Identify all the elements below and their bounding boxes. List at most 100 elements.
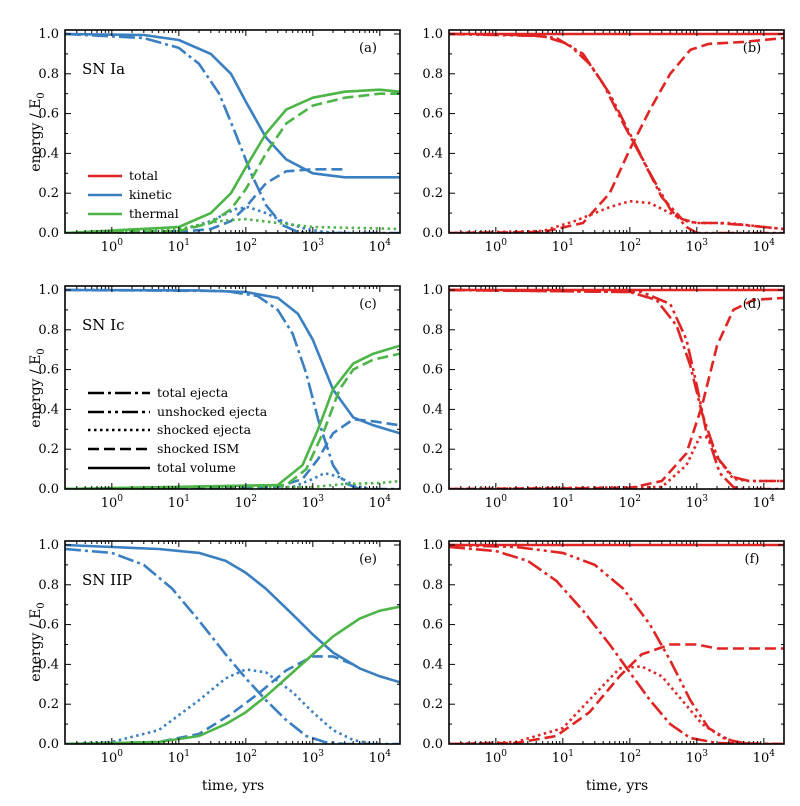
y-axis-title-row-3: energy / E0 bbox=[28, 602, 47, 681]
legend-label-kinetic: kinetic bbox=[129, 187, 172, 202]
x-tick-label: 100 bbox=[101, 494, 124, 511]
series-thermal-total-volume bbox=[65, 88, 400, 233]
series-kinetic-total-volume bbox=[65, 32, 400, 179]
panel-f: 100 101 102 103 104 0.0 0.2 0.4 0.6 0.8 1.0 (f) bbox=[422, 538, 785, 766]
x-tick-label: 104 bbox=[369, 238, 392, 255]
ylabel-main: energy / E bbox=[28, 609, 44, 682]
y-tick-label: 0.4 bbox=[38, 146, 59, 161]
axes-frame bbox=[64, 540, 401, 745]
x-tick-label: 103 bbox=[302, 238, 325, 255]
series-thermal-total-volume bbox=[65, 344, 400, 489]
x-tick-label: 104 bbox=[753, 238, 776, 255]
y-tick-label: 1.0 bbox=[38, 283, 59, 298]
series-total-shocked-ism bbox=[449, 36, 784, 233]
panel-a: 100 101 102 103 104 0.0 0.2 0.4 0.6 0.8 1.0 (a) SN I… bbox=[38, 27, 401, 255]
panel-letter: (b) bbox=[743, 41, 761, 56]
y-tick-label: 0.8 bbox=[422, 578, 443, 593]
series-total-total-ejecta bbox=[449, 288, 784, 483]
series-total-shocked-ejecta bbox=[449, 199, 784, 233]
ylabel-main: energy / E bbox=[28, 355, 44, 428]
y-axis-title-row-2: energy / E0 bbox=[28, 348, 47, 427]
series-total-shocked-ejecta bbox=[449, 665, 745, 744]
series-total-unshocked-ejecta bbox=[449, 32, 784, 233]
y-tick-label: 0.2 bbox=[38, 697, 59, 712]
series-kinetic-shocked-ejecta bbox=[65, 205, 345, 233]
x-tick-label: 103 bbox=[302, 749, 325, 766]
series-kinetic-shocked-ejecta bbox=[65, 668, 374, 744]
svg-text:energy / E0: energy / E0 bbox=[28, 92, 47, 171]
y-tick-label: 0.8 bbox=[422, 67, 443, 82]
panel-d: 100 101 102 103 104 0.0 0.2 0.4 0.6 0.8 1.0 (d) bbox=[422, 283, 785, 511]
x-tick-label: 101 bbox=[168, 494, 190, 511]
legend-label-thermal: thermal bbox=[129, 206, 179, 221]
series-total-shocked-ejecta bbox=[449, 436, 784, 489]
ylabel-sub: 0 bbox=[36, 348, 47, 354]
x-axis-title-left: time, yrs bbox=[202, 778, 264, 794]
y-tick-label: 0.0 bbox=[422, 226, 443, 241]
x-tick-label: 103 bbox=[686, 494, 709, 511]
y-tick-label: 0.4 bbox=[38, 657, 59, 672]
legend-label-total-ejecta: total ejecta bbox=[157, 385, 229, 400]
y-tick-label: 1.0 bbox=[422, 538, 443, 553]
y-tick-label: 0.6 bbox=[38, 107, 59, 122]
y-tick-label: 0.6 bbox=[38, 363, 59, 378]
series-group bbox=[65, 288, 400, 489]
ylabel-sub: 0 bbox=[36, 92, 47, 98]
series-kinetic-total-ejecta bbox=[65, 547, 400, 744]
x-tick-label: 101 bbox=[552, 749, 574, 766]
x-tick-label: 102 bbox=[619, 494, 641, 511]
panel-letter: (a) bbox=[359, 41, 377, 56]
series-thermal-shocked-ism bbox=[65, 352, 400, 489]
x-tick-label: 102 bbox=[235, 238, 257, 255]
x-tick-label: 100 bbox=[101, 238, 124, 255]
panel-letter: (f) bbox=[745, 552, 760, 567]
axes-frame bbox=[448, 540, 785, 745]
legend-energy: total kinetic thermal bbox=[88, 168, 179, 221]
series-total-total-ejecta bbox=[449, 545, 784, 744]
x-tick-label: 102 bbox=[619, 749, 641, 766]
legend-label-shocked-ejecta: shocked ejecta bbox=[157, 422, 252, 437]
panel-letter: (e) bbox=[359, 552, 377, 567]
x-tick-label: 102 bbox=[235, 494, 257, 511]
series-thermal-total-volume bbox=[65, 605, 400, 744]
panel-b: 100 101 102 103 104 0.0 0.2 0.4 0.6 0.8 1.0 (b) bbox=[422, 27, 785, 255]
y-tick-label: 1.0 bbox=[422, 283, 443, 298]
y-tick-label: 0.2 bbox=[38, 442, 59, 457]
y-tick-label: 0.2 bbox=[422, 442, 443, 457]
series-group bbox=[449, 288, 784, 489]
y-tick-label: 1.0 bbox=[38, 538, 59, 553]
ylabel-main: energy / E bbox=[28, 99, 44, 172]
x-tick-label: 101 bbox=[552, 238, 574, 255]
y-tick-label: 1.0 bbox=[422, 27, 443, 42]
svg-text:energy / E0: energy / E0 bbox=[28, 602, 47, 681]
panels: 100 101 102 103 104 0.0 0.2 0.4 0.6 0.8 1.0 (a) SN I… bbox=[38, 27, 785, 766]
y-tick-label: 0.2 bbox=[38, 186, 59, 201]
legend-label-unshocked-ejecta: unshocked ejecta bbox=[157, 404, 268, 419]
y-tick-label: 0.6 bbox=[422, 107, 443, 122]
axes-frame bbox=[448, 285, 785, 490]
series-total-shocked-ism bbox=[449, 643, 784, 744]
x-tick-label: 104 bbox=[753, 749, 776, 766]
svg-text:energy / E0: energy / E0 bbox=[28, 348, 47, 427]
x-tick-label: 103 bbox=[686, 749, 709, 766]
x-tick-label: 102 bbox=[619, 238, 641, 255]
legend-label-total: total bbox=[129, 168, 158, 183]
series-thermal-shocked-ejecta bbox=[65, 217, 400, 233]
panel-letter: (d) bbox=[743, 297, 761, 312]
y-tick-label: 0.0 bbox=[38, 482, 59, 497]
legend-label-shocked-ism: shocked ISM bbox=[157, 441, 239, 456]
y-tick-label: 0.0 bbox=[422, 737, 443, 752]
y-tick-label: 0.6 bbox=[38, 618, 59, 633]
x-tick-label: 101 bbox=[168, 749, 190, 766]
series-total-shocked-ism bbox=[449, 296, 784, 489]
series-thermal-shocked-ism bbox=[65, 92, 400, 233]
panel-letter: (c) bbox=[359, 297, 376, 312]
x-tick-label: 100 bbox=[485, 749, 508, 766]
y-tick-label: 0.0 bbox=[38, 226, 59, 241]
x-tick-label: 100 bbox=[101, 749, 124, 766]
series-total-total-ejecta bbox=[449, 32, 784, 231]
series-group bbox=[449, 543, 784, 744]
x-tick-label: 103 bbox=[302, 494, 325, 511]
panel-e: 100 101 102 103 104 0.0 0.2 0.4 0.6 0.8 1.0 (e) SN I… bbox=[38, 538, 401, 766]
y-tick-label: 0.4 bbox=[422, 657, 443, 672]
